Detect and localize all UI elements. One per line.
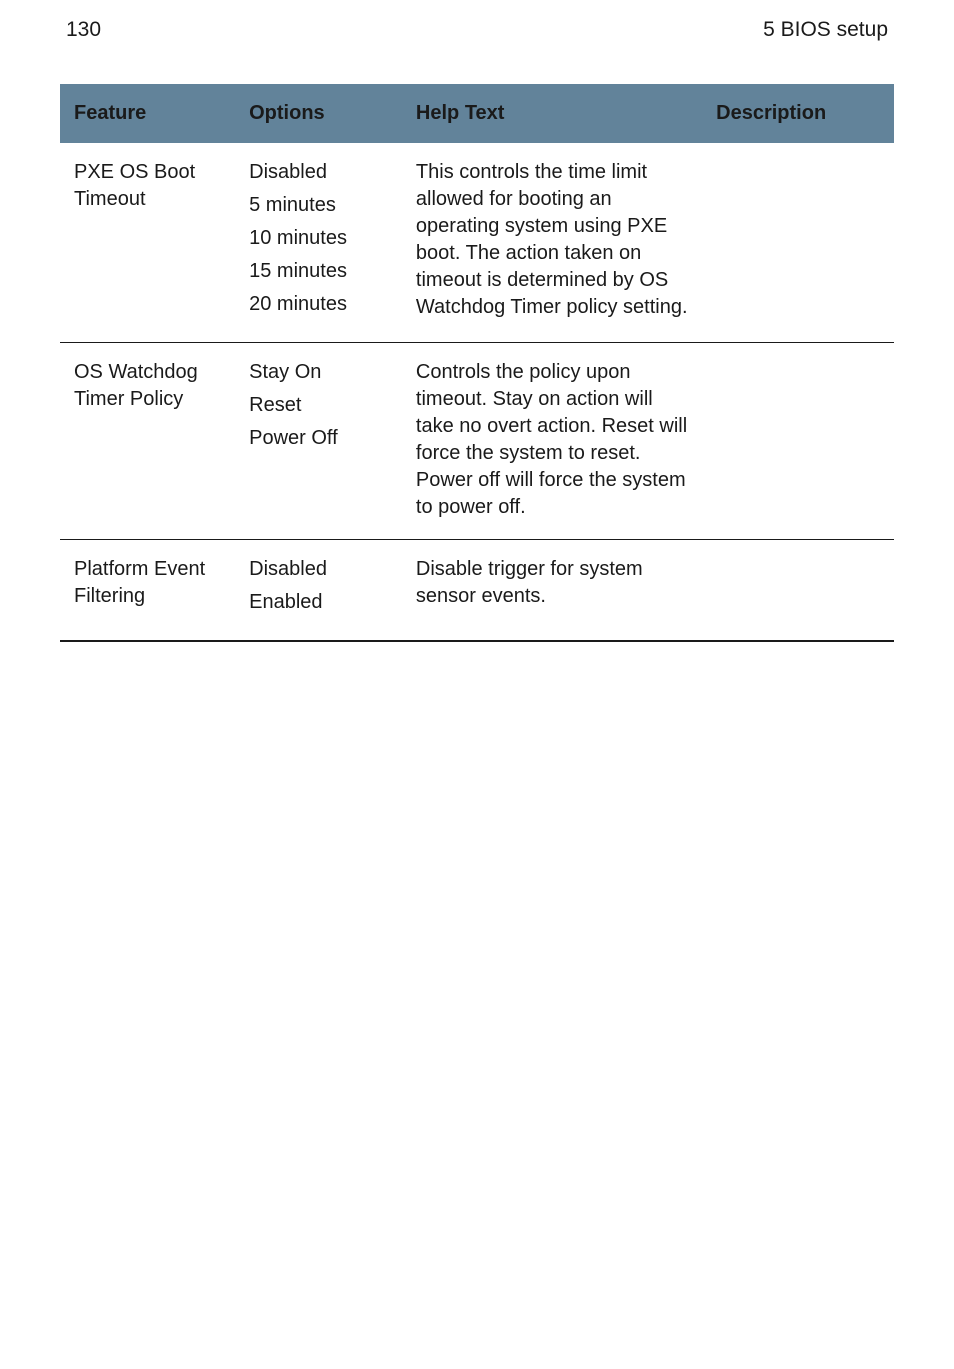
section-title: 5 BIOS setup (763, 18, 888, 42)
cell-options: Stay On Reset Power Off (235, 343, 402, 540)
bios-settings-table: Feature Options Help Text Description PX… (60, 84, 894, 642)
cell-help-text: Controls the policy upon timeout. Stay o… (402, 343, 702, 540)
table-row: PXE OS Boot Timeout Disabled 5 minutes 1… (60, 143, 894, 343)
cell-options: Disabled 5 minutes 10 minutes 15 minutes… (235, 143, 402, 343)
option-value: 5 minutes (249, 192, 388, 219)
page-number: 130 (66, 18, 101, 42)
option-value: Enabled (249, 589, 388, 616)
cell-options: Disabled Enabled (235, 540, 402, 642)
cell-feature: PXE OS Boot Timeout (60, 143, 235, 343)
option-value: 10 minutes (249, 225, 388, 252)
cell-feature: Platform Event Filter­ing (60, 540, 235, 642)
option-value: Power Off (249, 425, 388, 452)
option-value: Disabled (249, 159, 388, 186)
col-header-help-text: Help Text (402, 84, 702, 143)
col-header-description: Description (702, 84, 894, 143)
table-row: Platform Event Filter­ing Disabled Enabl… (60, 540, 894, 642)
cell-description (702, 540, 894, 642)
option-value: 20 minutes (249, 291, 388, 318)
cell-feature: OS Watch­dog Timer Policy (60, 343, 235, 540)
option-value: Stay On (249, 359, 388, 386)
running-header: 130 5 BIOS setup (60, 18, 894, 42)
cell-description (702, 143, 894, 343)
col-header-options: Options (235, 84, 402, 143)
option-value: Reset (249, 392, 388, 419)
option-value: Disabled (249, 556, 388, 583)
cell-help-text: This controls the time limit allowed for… (402, 143, 702, 343)
table-row: OS Watch­dog Timer Policy Stay On Reset … (60, 343, 894, 540)
page: 130 5 BIOS setup Feature Options Help Te… (0, 0, 954, 1369)
table-header-row: Feature Options Help Text Description (60, 84, 894, 143)
option-value: 15 minutes (249, 258, 388, 285)
cell-description (702, 343, 894, 540)
col-header-feature: Feature (60, 84, 235, 143)
cell-help-text: Disable trigger for system sensor events… (402, 540, 702, 642)
